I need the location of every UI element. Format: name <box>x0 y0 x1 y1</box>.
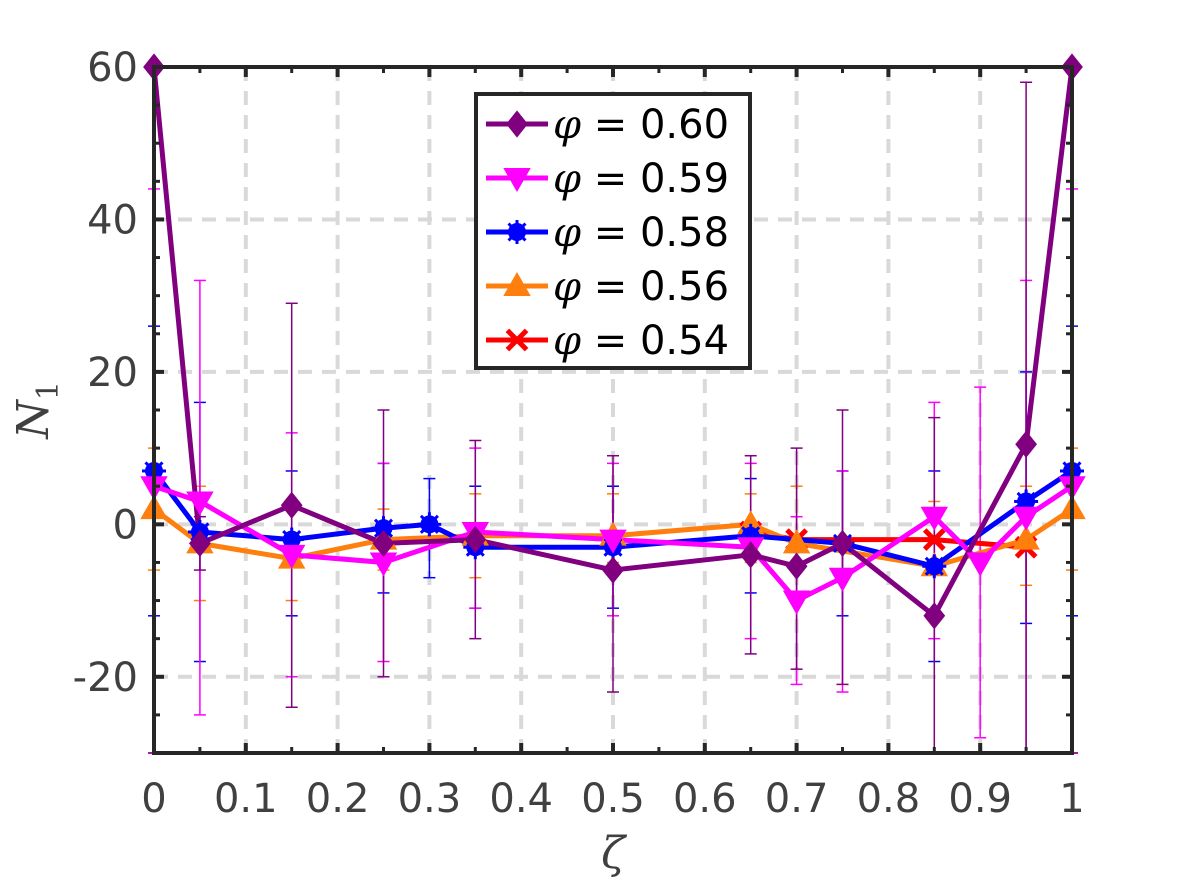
legend-marker <box>503 168 531 193</box>
data-point-0-54 <box>922 528 946 551</box>
legend-label: φ = 0.59 <box>553 156 729 202</box>
data-point-0-58-ray <box>290 530 302 541</box>
x-tick-label: 0 <box>141 776 166 822</box>
legend-label-symbol: φ <box>553 318 581 364</box>
legend-item-0-54: φ = 0.54 <box>486 318 729 364</box>
legend-item-0-56: φ = 0.56 <box>486 264 729 310</box>
legend-marker <box>506 110 528 138</box>
data-point-0-58 <box>417 512 442 537</box>
data-point-0-60 <box>1015 430 1037 458</box>
data-point-0-58-ray <box>428 514 439 526</box>
legend-item-0-60: φ = 0.60 <box>486 102 729 148</box>
x-tick-label: 0.6 <box>673 776 737 822</box>
y-axis-label-main: N <box>8 399 59 440</box>
data-point-0-60 <box>602 556 624 584</box>
y-tick-label: -20 <box>73 655 138 701</box>
data-point-0-59 <box>966 552 994 577</box>
data-point-0-60 <box>923 602 946 630</box>
x-tick-label: 0.9 <box>948 776 1012 822</box>
x-tick-label: 0.2 <box>306 776 370 822</box>
legend-marker-ray <box>515 222 527 234</box>
x-tick-labels: 0 0.1 0.2 0.3 0.4 0.5 0.6 0.7 0.8 0.9 1 <box>141 776 1084 822</box>
legend-label-value: = 0.60 <box>581 102 729 148</box>
data-point-0-58-ray <box>749 526 761 537</box>
x-tick-label: 1 <box>1059 776 1084 822</box>
data-point-0-59 <box>782 590 811 615</box>
series-line-0-58 <box>152 468 1074 569</box>
legend: φ = 0.60φ = 0.59φ = 0.58φ = 0.56φ = 0.54 <box>474 92 752 370</box>
y-tick-label: 20 <box>87 350 138 396</box>
legend-label-value: = 0.56 <box>581 264 729 310</box>
data-point-0-59 <box>186 491 214 516</box>
data-point-0-58-ray <box>1025 491 1036 503</box>
legend-item-0-59: φ = 0.59 <box>486 156 729 202</box>
legend-label-symbol: φ <box>553 102 581 148</box>
legend-label: φ = 0.54 <box>553 318 729 364</box>
data-point-0-60 <box>189 529 211 557</box>
x-tick-label: 0.7 <box>765 776 829 822</box>
data-point-0-59 <box>828 567 857 592</box>
legend-item-0-58: φ = 0.58 <box>486 210 729 256</box>
legend-label-symbol: φ <box>553 264 581 310</box>
y-axis-label-subscript: 1 <box>31 381 66 400</box>
legend-label: φ = 0.56 <box>553 264 729 310</box>
series-markers <box>140 53 1086 630</box>
data-point-0-58-ray <box>198 522 210 534</box>
data-point-0-54-stroke-b <box>922 528 946 551</box>
data-point-0-58-ray <box>382 518 394 530</box>
legend-label-symbol: φ <box>553 210 581 256</box>
legend-label-value: = 0.58 <box>581 210 729 256</box>
data-point-0-56 <box>782 529 811 554</box>
data-point-0-58 <box>279 527 304 552</box>
data-point-0-58-ray <box>933 556 944 568</box>
data-point-0-58 <box>922 554 947 579</box>
legend-marker <box>505 220 529 244</box>
legend-label-value: = 0.59 <box>581 156 729 202</box>
data-point-0-56 <box>1012 525 1040 550</box>
legend-marker <box>505 328 529 352</box>
y-tick-label: 0 <box>113 502 138 548</box>
x-axis-label: ζ <box>601 828 628 879</box>
x-tick-label: 0.5 <box>581 776 645 822</box>
data-point-0-59 <box>920 506 949 531</box>
legend-label: φ = 0.58 <box>553 210 729 256</box>
x-tick-label: 0.3 <box>398 776 462 822</box>
data-point-0-58 <box>371 516 396 541</box>
x-tick-label: 0.8 <box>857 776 921 822</box>
data-point-0-60 <box>372 529 395 557</box>
y-tick-label: 60 <box>87 45 138 91</box>
data-point-0-59 <box>277 544 306 569</box>
x-tick-label: 0.4 <box>489 776 553 822</box>
y-axis-label: N1 <box>8 381 66 440</box>
axis-ticks <box>152 65 1074 755</box>
y-tick-label: 40 <box>87 197 138 243</box>
series-line-0-60 <box>151 66 1075 619</box>
legend-marker-stroke-b <box>505 328 529 352</box>
data-point-0-59 <box>1012 506 1040 531</box>
legend-marker <box>503 271 531 296</box>
x-tick-label: 0.1 <box>214 776 278 822</box>
data-point-0-60 <box>280 491 303 519</box>
svg-text:N1: N1 <box>8 381 66 440</box>
errorbar-0-60 <box>928 416 941 754</box>
legend-label-symbol: φ <box>553 156 581 202</box>
y-tick-labels: -20 0 20 40 60 <box>73 45 138 701</box>
legend-label-value: = 0.54 <box>581 318 729 364</box>
data-point-0-60 <box>785 552 808 580</box>
data-point-0-59 <box>599 529 627 554</box>
data-point-0-60 <box>739 541 762 569</box>
data-point-0-60 <box>831 529 854 557</box>
legend-label: φ = 0.60 <box>553 102 729 148</box>
data-point-0-60 <box>464 525 487 554</box>
